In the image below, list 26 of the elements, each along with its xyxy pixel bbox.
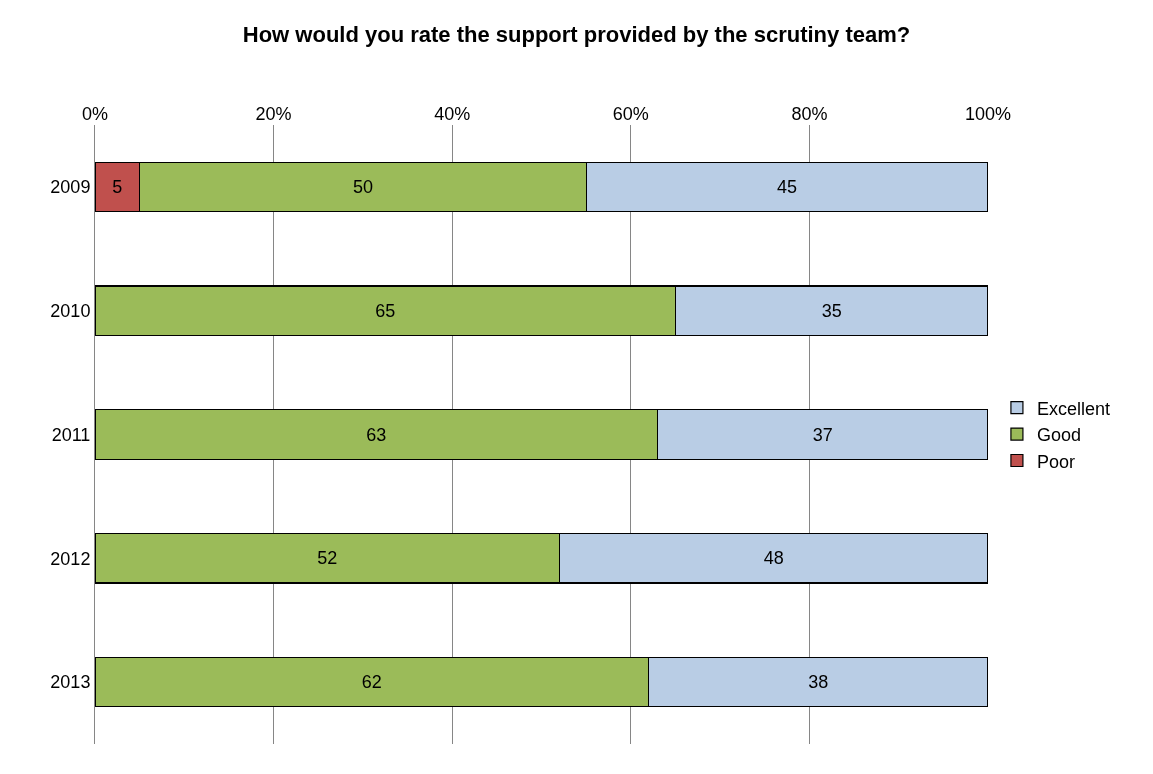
chart-title: How would you rate the support provided by the scrutiny team? [242,22,911,48]
data-label: 37 [812,424,833,445]
legend-label: Good [1036,425,1081,446]
data-label: 48 [763,548,784,569]
x-tick-label: 0% [81,104,109,125]
data-label: 38 [808,672,829,693]
data-label: 45 [777,176,798,197]
x-tick-label: 100% [964,104,1012,125]
x-tick-label: 20% [255,104,292,125]
data-label: 50 [352,176,373,197]
legend-label: Poor [1036,451,1075,472]
y-tick-label: 2013 [50,672,91,693]
data-label: 5 [112,176,123,197]
data-label: 63 [366,424,387,445]
data-label: 35 [821,300,842,321]
data-label: 52 [317,548,338,569]
y-tick-label: 2009 [50,177,91,198]
y-tick-label: 2011 [51,424,91,445]
data-label: 62 [361,672,382,693]
y-tick-label: 2012 [50,548,91,569]
data-label: 65 [375,300,396,321]
y-tick-label: 2010 [50,301,91,321]
x-tick-label: 60% [612,104,649,125]
x-tick-label: 80% [791,104,828,125]
legend-label: Excellent [1036,398,1110,419]
x-tick-label: 40% [434,104,471,125]
